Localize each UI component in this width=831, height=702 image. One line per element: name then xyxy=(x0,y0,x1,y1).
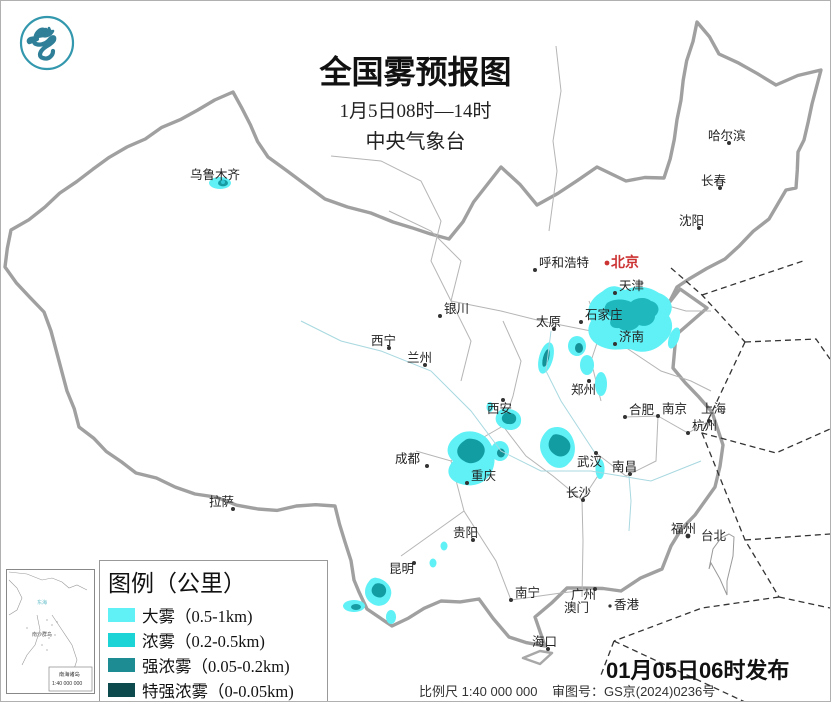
svg-text:南海诸岛: 南海诸岛 xyxy=(59,670,80,678)
svg-text:南宁: 南宁 xyxy=(515,585,540,600)
svg-text:1:40 000 000: 1:40 000 000 xyxy=(52,681,82,687)
svg-text:沈阳: 沈阳 xyxy=(679,213,704,228)
svg-text:东海: 东海 xyxy=(37,599,47,606)
svg-text:南昌: 南昌 xyxy=(612,459,637,474)
svg-text:郑州: 郑州 xyxy=(571,382,596,397)
svg-text:乌鲁木齐: 乌鲁木齐 xyxy=(190,167,241,182)
svg-text:天津: 天津 xyxy=(619,279,644,293)
svg-text:广州: 广州 xyxy=(571,588,596,602)
svg-text:重庆: 重庆 xyxy=(471,468,497,483)
svg-text:上海: 上海 xyxy=(701,401,727,416)
svg-text:银川: 银川 xyxy=(444,302,469,316)
svg-text:太原: 太原 xyxy=(536,314,561,329)
svg-text:香港: 香港 xyxy=(614,598,640,612)
svg-text:合肥: 合肥 xyxy=(629,402,655,417)
svg-text:南京: 南京 xyxy=(662,401,687,416)
svg-text:成都: 成都 xyxy=(395,452,421,466)
svg-text:长沙: 长沙 xyxy=(566,486,592,500)
svg-text:武汉: 武汉 xyxy=(577,455,603,469)
svg-text:福州: 福州 xyxy=(671,521,696,536)
svg-text:长春: 长春 xyxy=(701,174,727,188)
svg-text:北京: 北京 xyxy=(611,254,639,270)
svg-text:呼和浩特: 呼和浩特 xyxy=(539,255,589,270)
svg-text:澳门: 澳门 xyxy=(564,600,589,615)
svg-text:西宁: 西宁 xyxy=(371,333,396,348)
svg-text:西安: 西安 xyxy=(487,401,512,416)
svg-text:贵阳: 贵阳 xyxy=(453,526,478,540)
svg-text:石家庄: 石家庄 xyxy=(585,307,623,322)
svg-text:海口: 海口 xyxy=(532,634,557,649)
svg-text:台北: 台北 xyxy=(701,528,727,543)
svg-text:南沙群岛: 南沙群岛 xyxy=(32,631,52,638)
svg-text:杭州: 杭州 xyxy=(692,418,717,433)
svg-text:济南: 济南 xyxy=(619,329,644,344)
svg-text:拉萨: 拉萨 xyxy=(209,494,234,509)
svg-text:兰州: 兰州 xyxy=(407,351,432,365)
svg-text:昆明: 昆明 xyxy=(389,562,414,576)
